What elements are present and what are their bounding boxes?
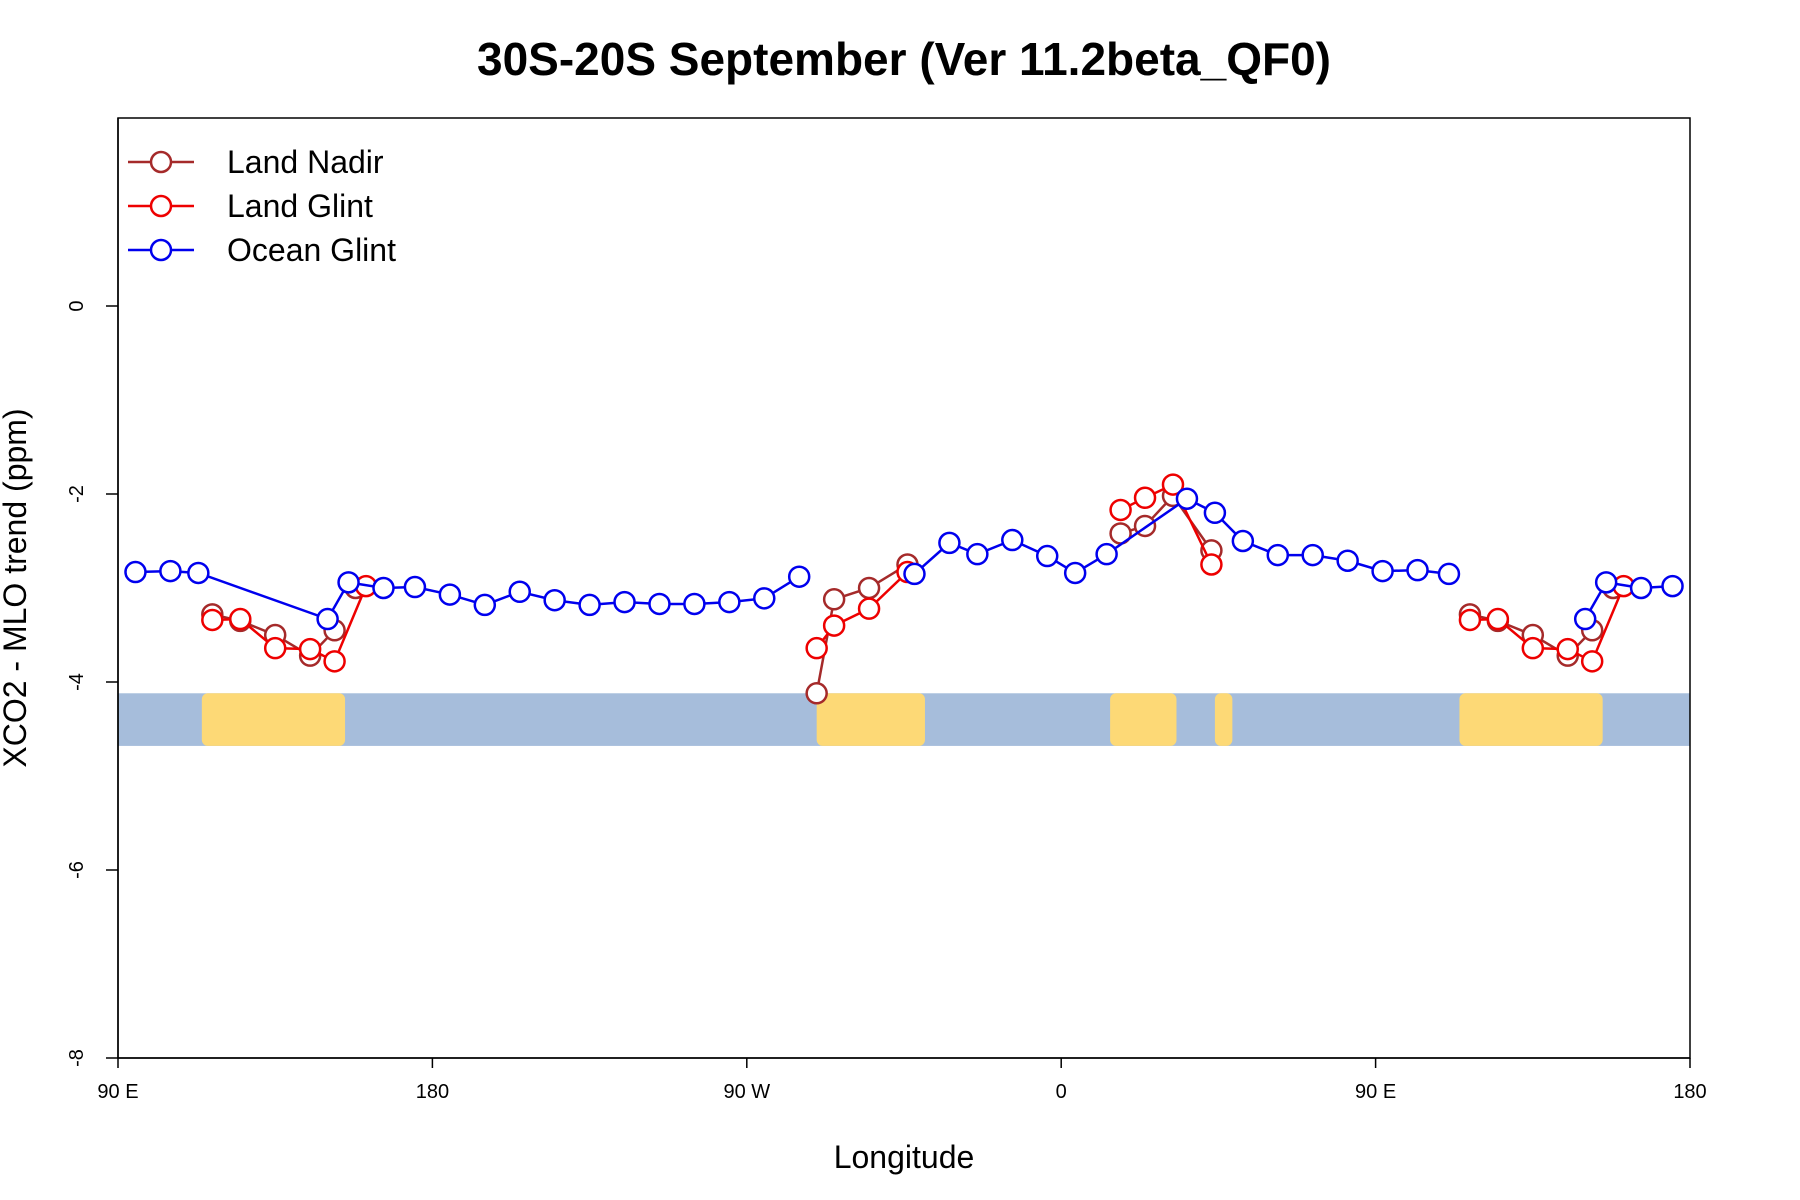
ocean-glint-point xyxy=(316,607,339,631)
legend-label-land-glint: Land Glint xyxy=(227,188,373,224)
land-nadir-point xyxy=(805,682,828,705)
series-land-glint xyxy=(201,473,1635,673)
land-glint-point xyxy=(298,637,322,661)
ocean-glint-point xyxy=(578,593,601,617)
x-tick-label-1: 180 xyxy=(416,1081,449,1103)
ocean-glint-point xyxy=(1035,544,1059,568)
land-glint-point xyxy=(805,636,828,660)
series-layer xyxy=(124,473,1684,705)
ocean-glint-point xyxy=(1437,562,1461,586)
ocean-glint-point xyxy=(1371,559,1394,583)
ocean-glint-point xyxy=(1266,543,1290,567)
land-region-2 xyxy=(1110,693,1177,746)
y-tick-label-4: -8 xyxy=(66,1049,88,1067)
x-axis: 90 E 180 90 W 0 90 E 180 xyxy=(97,1057,1707,1103)
map-strip xyxy=(118,693,1690,746)
ocean-glint-point xyxy=(1573,607,1597,631)
ocean-glint-point xyxy=(966,542,989,566)
legend-marker-ocean-glint xyxy=(149,238,173,262)
ocean-glint-point xyxy=(683,592,706,616)
ocean-glint-point xyxy=(938,531,961,555)
x-tick-label-0: 90 E xyxy=(97,1081,138,1103)
land-nadir-point xyxy=(822,588,846,611)
x-axis-label: Longitude xyxy=(834,1139,975,1175)
land-glint-point xyxy=(1133,486,1157,510)
x-tick-label-5: 180 xyxy=(1673,1081,1706,1103)
series-ocean-glint xyxy=(124,487,1684,631)
y-tick-label-3: -6 xyxy=(66,861,88,879)
legend-label-ocean-glint: Ocean Glint xyxy=(227,232,396,268)
land-glint-point xyxy=(1458,608,1482,632)
ocean-glint-point xyxy=(648,592,671,616)
legend-label-land-nadir: Land Nadir xyxy=(227,144,384,180)
land-glint-point xyxy=(822,614,846,637)
y-tick-label-1: -2 xyxy=(66,485,88,503)
land-glint-point xyxy=(1521,636,1545,660)
ocean-glint-point xyxy=(337,571,360,594)
ocean-glint-point xyxy=(1629,576,1653,600)
ocean-glint-point xyxy=(753,587,776,610)
land-glint-line-2 xyxy=(1120,482,1213,566)
x-tick-label-2: 90 W xyxy=(723,1081,770,1103)
ocean-glint-point xyxy=(1231,529,1255,553)
land-glint-point xyxy=(1109,498,1132,522)
land-region-1 xyxy=(816,693,925,746)
land-region-4 xyxy=(1459,693,1603,746)
y-tick-label-2: -4 xyxy=(66,673,88,691)
ocean-glint-point xyxy=(903,562,926,586)
ocean-glint-point xyxy=(508,580,531,604)
ocean-glint-point xyxy=(1406,558,1429,582)
ocean-glint-point xyxy=(787,565,811,588)
ocean-glint-point xyxy=(438,583,462,606)
ocean-glint-line-1 xyxy=(913,497,1450,576)
land-glint-line-1 xyxy=(815,571,909,649)
ocean-glint-point xyxy=(1203,501,1227,525)
land-glint-point xyxy=(201,608,224,632)
land-nadir-point xyxy=(857,576,881,600)
ocean-glint-point xyxy=(1301,543,1324,567)
land-glint-point xyxy=(1486,607,1510,631)
ocean-glint-point xyxy=(403,575,427,599)
land-region-3 xyxy=(1214,693,1233,746)
land-glint-point xyxy=(323,650,346,673)
land-glint-point xyxy=(263,636,287,660)
ocean-glint-point xyxy=(372,576,395,600)
ocean-glint-point xyxy=(1336,549,1359,572)
ocean-glint-point xyxy=(543,588,566,612)
land-glint-point xyxy=(1580,650,1604,673)
ocean-glint-point xyxy=(187,561,210,585)
ocean-glint-point xyxy=(1063,561,1087,585)
ocean-glint-point xyxy=(473,593,497,617)
ocean-glint-point xyxy=(124,560,147,584)
y-tick-label-0: 0 xyxy=(66,300,88,311)
legend-marker-land-glint xyxy=(149,194,173,218)
ocean-glint-point xyxy=(1175,487,1199,510)
ocean-glint-point xyxy=(718,590,741,614)
chart-title: 30S-20S September (Ver 11.2beta_QF0) xyxy=(477,33,1331,85)
land-glint-point xyxy=(1556,637,1579,661)
ocean-glint-point xyxy=(1594,571,1618,594)
land-region-0 xyxy=(201,693,346,746)
ocean-glint-point xyxy=(159,559,182,583)
ocean-glint-line-2 xyxy=(1584,580,1673,620)
land-glint-point xyxy=(1200,553,1223,576)
ocean-glint-point xyxy=(1661,574,1684,598)
legend: Land Nadir Land Glint Ocean Glint xyxy=(128,144,396,268)
y-axis: 0 -2 -4 -6 -8 xyxy=(66,118,119,1067)
x-tick-label-4: 90 E xyxy=(1355,1081,1396,1103)
y-axis-label: XCO2 - MLO trend (ppm) xyxy=(0,408,33,767)
ocean-glint-point xyxy=(1001,528,1024,552)
legend-marker-land-nadir xyxy=(149,150,173,174)
ocean-glint-point xyxy=(1095,542,1118,566)
land-glint-point xyxy=(229,607,252,631)
land-glint-point xyxy=(857,597,881,620)
ocean-glint-point xyxy=(613,590,636,614)
x-tick-label-3: 0 xyxy=(1056,1081,1067,1103)
land-glint-point xyxy=(1161,473,1185,496)
